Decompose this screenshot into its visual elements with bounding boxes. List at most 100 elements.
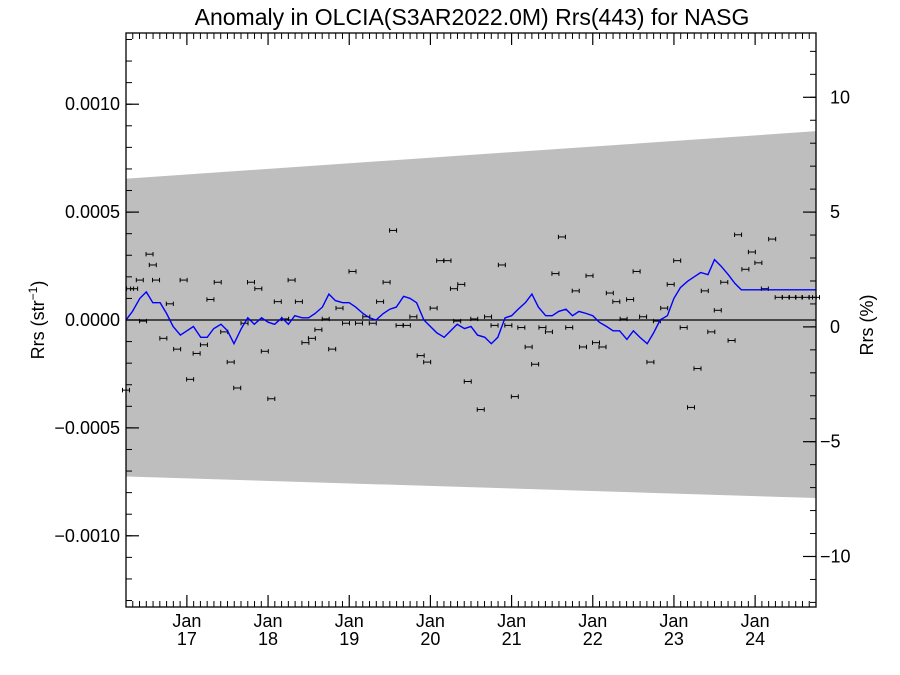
x-tick-label-year: 22	[583, 629, 603, 649]
data-point	[267, 396, 276, 401]
data-point	[754, 260, 763, 266]
data-point	[260, 349, 269, 354]
y-tick-label: −0.0010	[54, 526, 120, 546]
y-tick-label: 0.0010	[65, 94, 120, 114]
x-tick-label-year: 21	[502, 629, 522, 649]
x-tick-label-month: Jan	[254, 611, 283, 631]
data-point	[484, 314, 493, 319]
data-points-layer	[122, 228, 820, 412]
trend-line	[125, 258, 816, 346]
data-point	[247, 280, 256, 285]
data-point	[206, 297, 215, 302]
chart-title: Anomaly in OLCIA(S3AR2022.0M) Rrs(443) f…	[195, 4, 750, 30]
data-point	[179, 277, 188, 283]
data-point	[619, 316, 628, 322]
data-point	[490, 323, 499, 328]
y-tick-label: −0.0005	[54, 418, 120, 438]
data-point	[159, 336, 168, 341]
data-point	[409, 314, 418, 319]
data-point	[612, 299, 621, 304]
data-point	[148, 262, 157, 268]
y2-axis-label: Rrs (%)	[857, 295, 877, 356]
data-point	[382, 280, 391, 285]
x-tick-label-year: 24	[745, 629, 765, 649]
data-point	[666, 282, 675, 287]
x-tick-label-year: 20	[420, 629, 440, 649]
data-point	[376, 299, 385, 304]
data-point	[429, 305, 438, 311]
data-point	[341, 321, 350, 326]
x-tick-label-month: Jan	[497, 611, 526, 631]
data-point	[626, 297, 635, 302]
data-point	[660, 305, 669, 311]
y-axis-label-sup: −1	[26, 286, 40, 300]
data-point	[199, 342, 208, 348]
data-point	[165, 301, 174, 307]
x-tick-label-month: Jan	[659, 611, 688, 631]
data-point	[571, 288, 580, 294]
data-point	[287, 277, 296, 283]
data-point	[727, 338, 736, 343]
data-point	[226, 359, 235, 365]
data-point	[457, 282, 466, 287]
x-tick-label-month: Jan	[172, 611, 201, 631]
data-point	[598, 344, 607, 350]
data-point	[301, 340, 310, 345]
y2-tick-label: 10	[830, 87, 850, 107]
data-point	[497, 262, 506, 268]
y-axis-label-text: Rrs (str	[28, 300, 48, 359]
x-tick-label-year: 19	[339, 629, 359, 649]
data-point	[139, 318, 148, 324]
y-axis-left: 0.0010 0.0005 0.0000 −0.0005 −0.0010	[54, 38, 139, 602]
data-point	[145, 251, 154, 257]
data-point	[130, 286, 139, 291]
x-tick-label-year: 23	[664, 629, 684, 649]
data-point	[504, 323, 513, 328]
x-tick-label-month: Jan	[335, 611, 364, 631]
data-point	[646, 359, 655, 365]
data-point	[565, 325, 574, 330]
data-point	[321, 316, 330, 322]
y-axis-label: Rrs (str−1)	[26, 281, 48, 360]
data-point	[152, 277, 161, 283]
data-point	[720, 280, 729, 285]
data-point	[233, 385, 242, 391]
data-point	[254, 286, 263, 291]
data-point	[700, 288, 709, 294]
uncertainty-band	[126, 131, 816, 499]
data-point	[551, 271, 560, 276]
data-point	[470, 316, 479, 322]
data-point	[639, 314, 648, 319]
data-point	[707, 329, 716, 335]
y-tick-label: 0.0000	[65, 310, 120, 330]
data-point	[443, 258, 452, 263]
data-point	[557, 234, 566, 240]
data-point	[368, 321, 377, 326]
x-tick-label-month: Jan	[416, 611, 445, 631]
y2-tick-label: −5	[820, 432, 841, 452]
data-point	[673, 258, 682, 263]
data-point	[294, 299, 303, 304]
uncertainty-band-layer	[126, 131, 816, 499]
data-point	[517, 325, 526, 330]
data-point	[693, 366, 702, 371]
data-point	[135, 277, 144, 283]
data-point	[423, 359, 432, 365]
data-point	[314, 327, 323, 332]
data-point	[741, 267, 750, 272]
x-tick-label-month: Jan	[578, 611, 607, 631]
data-point	[605, 290, 614, 296]
data-point	[747, 249, 756, 255]
data-point	[585, 273, 594, 278]
data-point	[186, 377, 195, 382]
data-point	[510, 394, 519, 399]
data-point	[402, 323, 411, 328]
y2-tick-label: −10	[820, 546, 851, 566]
data-point	[389, 228, 398, 233]
data-point	[354, 321, 363, 326]
x-tick-label-month: Jan	[741, 611, 770, 631]
y-axis-label-close: )	[28, 281, 48, 287]
y-axis-right: 10 5 0 −5 −10	[803, 50, 851, 603]
data-point	[449, 286, 458, 291]
